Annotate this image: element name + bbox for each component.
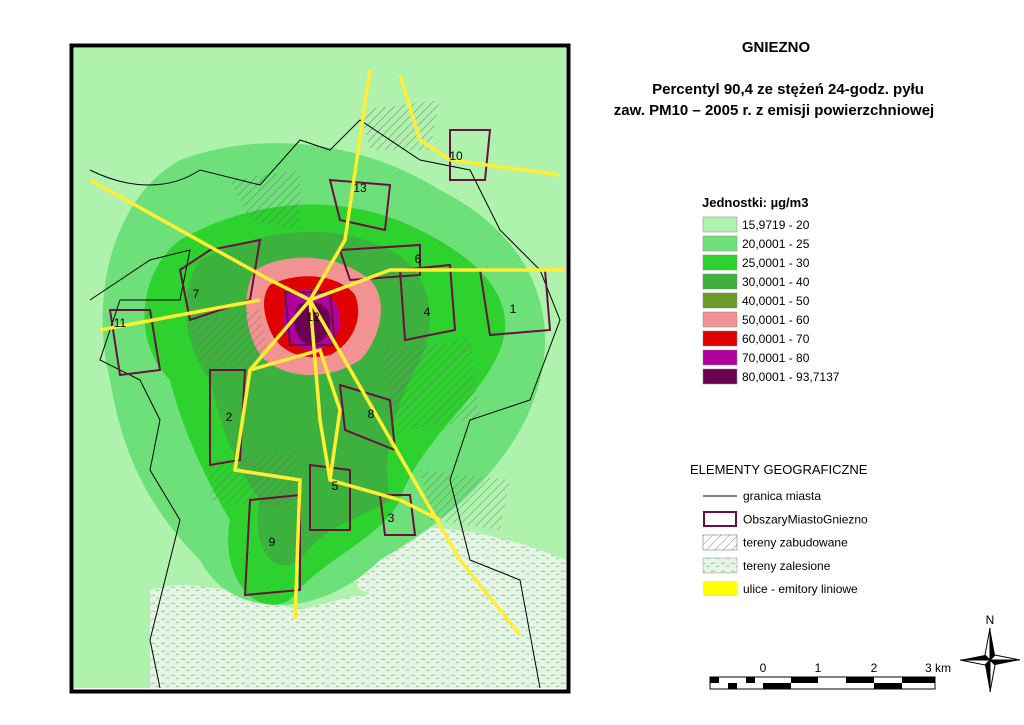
- area-label: 11: [114, 316, 127, 330]
- legend-swatch: [702, 273, 738, 290]
- legend-label: 40,0001 - 50: [742, 294, 810, 308]
- geo-legend-label: ObszaryMiastoGniezno: [743, 512, 868, 526]
- area-label: 13: [353, 181, 367, 195]
- geo-legend-label: tereny zabudowane: [743, 536, 848, 550]
- legend-swatch: [702, 292, 738, 309]
- scale-label: 0: [760, 661, 767, 675]
- geo-legend: granica miasta ObszaryMiastoGniezno tereny…: [743, 489, 868, 596]
- legend-title: Jednostki: µg/m3: [702, 195, 808, 210]
- subtitle: zaw. PM10 – 2005 r. z emisji powierzchni…: [614, 102, 934, 119]
- geo-legend-label: granica miasta: [743, 489, 821, 503]
- scale-label: 1: [815, 661, 822, 675]
- scale-bar: [709, 676, 936, 690]
- area-label: 3: [388, 511, 395, 525]
- area-label: 8: [368, 407, 375, 421]
- legend-swatch: [702, 330, 738, 347]
- area-label: 12: [306, 310, 320, 324]
- north-label: N: [986, 613, 995, 627]
- subtitle: Percentyl 90,4 ze stężeń 24-godz. pyłu: [652, 81, 924, 98]
- legend-label: 80,0001 - 93,7137: [742, 370, 840, 384]
- area-label: 7: [193, 287, 200, 301]
- geo-legend-title: ELEMENTY GEOGRAFICZNE: [690, 462, 868, 477]
- legend-swatch: [702, 349, 738, 366]
- legend-label: 60,0001 - 70: [742, 332, 810, 346]
- title: GNIEZNO: [742, 39, 811, 56]
- legend-swatch: [702, 216, 738, 233]
- scale-label: 3 km: [925, 661, 951, 675]
- legend-label: 25,0001 - 30: [742, 256, 810, 270]
- legend-label: 20,0001 - 25: [742, 237, 810, 251]
- area-label: 5: [332, 479, 339, 493]
- legend-label: 15,9719 - 20: [742, 218, 810, 232]
- legend-swatch: [702, 368, 738, 385]
- scale-label: 2: [871, 661, 878, 675]
- area-label: 2: [226, 410, 233, 424]
- area-label: 10: [449, 149, 463, 163]
- area-label: 6: [415, 252, 422, 266]
- legend: 15,9719 - 20 20,0001 - 25 25,0001 - 30 30,0…: [702, 216, 840, 385]
- map: [74, 48, 566, 688]
- legend-label: 70,0001 - 80: [742, 351, 810, 365]
- legend-swatch: [702, 254, 738, 271]
- area-label: 4: [424, 305, 431, 319]
- scale-labels: 0 1 2 3 km: [760, 661, 951, 675]
- legend-label: 50,0001 - 60: [742, 313, 810, 327]
- geo-legend-symbols: [702, 495, 738, 596]
- geo-legend-label: tereny zalesione: [743, 559, 831, 573]
- map-frame: [69, 43, 571, 694]
- legend-swatch: [702, 235, 738, 252]
- legend-swatch: [702, 311, 738, 328]
- legend-label: 30,0001 - 40: [742, 275, 810, 289]
- north-arrow: [959, 627, 1021, 693]
- area-label: 1: [510, 302, 517, 316]
- geo-legend-label: ulice - emitory liniowe: [743, 582, 858, 596]
- area-label: 9: [269, 535, 276, 549]
